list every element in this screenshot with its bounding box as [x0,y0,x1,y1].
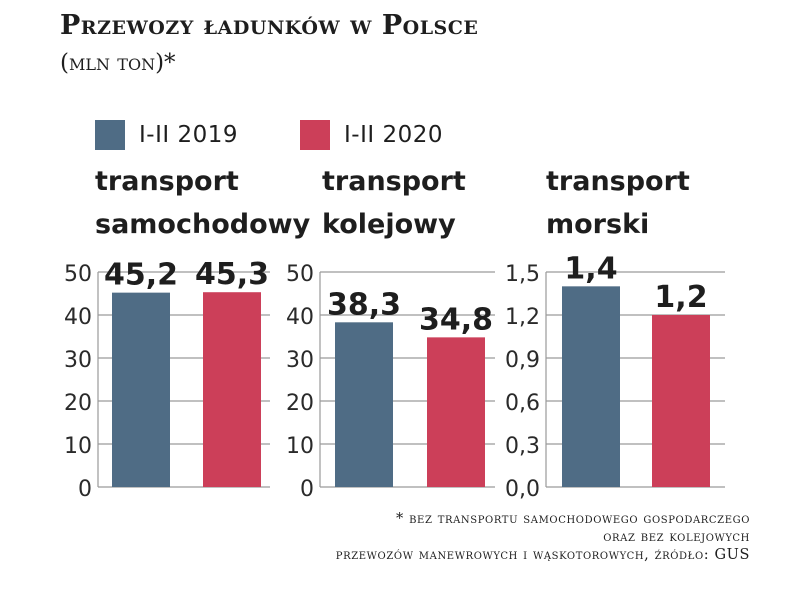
legend-item-2019: I-II 2019 [95,120,238,150]
chart-title: Przewozy ładunków w Polsce [60,10,479,41]
y-tick-label-sea-4: 1,2 [505,305,540,330]
legend-label-2019: I-II 2019 [139,122,238,148]
panel-title-sea-line1: transport [546,166,690,197]
legend: I-II 2019 I-II 2020 [95,120,443,150]
footnote: * bez transportu samochodowego gospodarc… [336,510,750,564]
panel-title-rail: transport kolejowy [322,160,522,246]
y-tick-label-sea-3: 0,9 [505,348,540,373]
y-tick-label-rail-2: 20 [286,391,314,416]
legend-label-2020: I-II 2020 [344,122,443,148]
panel-title-rail-line1: transport [322,166,466,197]
bar-road-0 [112,292,170,487]
bar-rail-1 [427,337,485,487]
footnote-line-1: * bez transportu samochodowego gospodarc… [396,511,750,527]
value-label-rail-1: 34,8 [419,302,493,337]
chart-subtitle: (mln ton)* [60,50,176,76]
y-tick-label-rail-3: 30 [286,348,314,373]
y-tick-label-road-4: 40 [64,305,92,330]
panel-title-sea: transport morski [546,160,746,246]
y-tick-label-sea-5: 1,5 [505,262,540,287]
panel-title-sea-line2: morski [546,209,650,240]
panel-title-rail-line2: kolejowy [322,209,456,240]
y-tick-label-road-2: 20 [64,391,92,416]
bar-sea-1 [652,315,710,487]
bar-sea-0 [562,286,620,487]
panel-title-road: transport samochodowy [95,160,311,246]
y-tick-label-rail-0: 0 [300,477,314,502]
y-tick-label-rail-5: 50 [286,262,314,287]
y-tick-label-road-0: 0 [78,477,92,502]
legend-swatch-2020 [300,120,330,150]
legend-swatch-2019 [95,120,125,150]
panel-title-road-line1: transport [95,166,239,197]
value-label-sea-0: 1,4 [564,251,617,286]
y-tick-label-road-1: 10 [64,434,92,459]
y-tick-label-sea-0: 0,0 [505,477,540,502]
panel-title-road-line2: samochodowy [95,209,311,240]
value-label-road-0: 45,2 [104,258,178,293]
bar-road-1 [203,292,261,487]
value-label-road-1: 45,3 [195,257,269,292]
legend-item-2020: I-II 2020 [300,120,443,150]
bar-rail-0 [335,322,393,487]
footnote-line-3: przewozów manewrowych i wąskotorowych, ź… [335,547,750,563]
y-tick-label-rail-4: 40 [286,305,314,330]
y-tick-label-sea-1: 0,3 [505,434,540,459]
y-tick-label-road-3: 30 [64,348,92,373]
footnote-line-2: oraz bez kolejowych [603,529,750,545]
value-label-rail-0: 38,3 [327,287,401,322]
y-tick-label-road-5: 50 [64,262,92,287]
value-label-sea-1: 1,2 [654,280,707,315]
y-tick-label-rail-1: 10 [286,434,314,459]
y-tick-label-sea-2: 0,6 [505,391,540,416]
